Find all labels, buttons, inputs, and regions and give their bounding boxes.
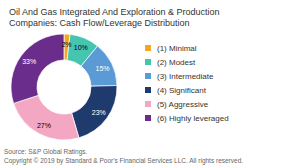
svg-text:2%: 2% bbox=[61, 41, 71, 48]
svg-text:(5) Aggressive: (5) Aggressive bbox=[157, 100, 209, 109]
svg-text:(6) Highly leveraged: (6) Highly leveraged bbox=[157, 114, 229, 123]
svg-text:Companies: Cash Flow/Leverage: Companies: Cash Flow/Leverage Distributi… bbox=[9, 18, 190, 28]
svg-text:15%: 15% bbox=[96, 65, 110, 72]
svg-text:Source: S&P Global Ratings.: Source: S&P Global Ratings. bbox=[4, 148, 88, 156]
svg-text:27%: 27% bbox=[37, 122, 51, 129]
svg-text:(4) Significant: (4) Significant bbox=[157, 86, 207, 95]
svg-text:(1) Minimal: (1) Minimal bbox=[157, 44, 197, 53]
svg-text:(2) Modest: (2) Modest bbox=[157, 58, 196, 67]
svg-text:(3) Intermediate: (3) Intermediate bbox=[157, 72, 214, 81]
svg-text:10%: 10% bbox=[74, 44, 88, 51]
svg-text:23%: 23% bbox=[92, 109, 106, 116]
svg-text:33%: 33% bbox=[22, 58, 36, 65]
svg-text:Copyright © 2019 by Standard &: Copyright © 2019 by Standard & Poor's Fi… bbox=[4, 157, 243, 165]
svg-text:Oil And Gas Integrated And Exp: Oil And Gas Integrated And Exploration &… bbox=[9, 7, 220, 17]
